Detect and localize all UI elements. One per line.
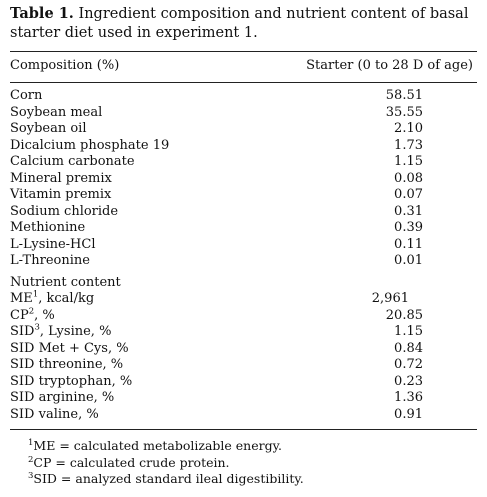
footnote-text: SID = analyzed standard ileal digestibil… — [33, 471, 304, 486]
nutrient-value: 20.85 — [385, 307, 423, 323]
header-composition: Composition (%) — [10, 58, 120, 73]
table-row: Sodium chloride 0.31 — [10, 204, 477, 221]
header-rule — [10, 82, 477, 83]
footnote-marker: 3 — [28, 470, 34, 481]
nutrient-name: SID Met + Cys, % — [10, 341, 320, 358]
ingredient-value: 0.11 — [394, 236, 423, 252]
table-row: SID Met + Cys, % 0.84 — [10, 341, 477, 358]
ingredient-value: 0.08 — [394, 170, 423, 186]
table-row: SID3, Lysine, % 1.15 — [10, 322, 477, 341]
footnote-marker: 1 — [28, 437, 34, 448]
top-rule — [10, 51, 477, 52]
ingredient-value: 0.01 — [394, 253, 423, 268]
footnote: 1ME = calculated metabolizable energy. — [28, 438, 477, 455]
table-row: Mineral premix 0.08 — [10, 171, 477, 188]
nutrient-label: SID valine, % — [10, 406, 99, 422]
nutrient-label: ME — [10, 291, 33, 306]
table-row: SID arginine, % 1.36 — [10, 390, 477, 407]
footnote: 2CP = calculated crude protein. — [28, 455, 477, 472]
table-row: CP2, % 20.85 — [10, 306, 477, 325]
table-caption: Table 1. Ingredient composition and nutr… — [10, 4, 477, 43]
nutrient-name: SID valine, % — [10, 407, 320, 424]
footnote-marker: 2 — [28, 306, 35, 317]
nutrient-name: ME1, kcal/kg — [10, 289, 320, 308]
ingredient-value: 0.31 — [394, 203, 423, 219]
ingredient-name: Soybean meal — [10, 104, 103, 120]
nutrient-name: CP2, % — [10, 306, 320, 325]
footnotes: 1ME = calculated metabolizable energy. 2C… — [10, 430, 477, 488]
ingredient-name: L-Threonine — [10, 253, 90, 268]
table-row: L-Threonine 0.01 — [10, 253, 477, 270]
ingredient-value: 58.51 — [385, 88, 423, 103]
nutrient-label: CP — [10, 307, 29, 323]
nutrient-name: SID3, Lysine, % — [10, 322, 320, 341]
table-row: Methionine 0.39 — [10, 220, 477, 237]
ingredient-value: 0.39 — [394, 220, 423, 235]
nutrient-value: 1.15 — [394, 324, 423, 339]
table-row: SID valine, % 0.91 — [10, 407, 477, 424]
footnote: 3SID = analyzed standard ileal digestibi… — [28, 471, 477, 488]
footnote-marker: 3 — [34, 322, 40, 333]
nutrient-label: SID threonine, % — [10, 357, 124, 372]
nutrient-section-title: Nutrient content — [10, 274, 121, 290]
nutrient-unit: , % — [34, 307, 55, 323]
nutrient-unit: , Lysine, % — [39, 324, 112, 339]
footnote-text: ME = calculated metabolizable energy. — [33, 438, 282, 453]
nutrient-label: SID tryptophan, % — [10, 373, 133, 389]
ingredient-rows: Corn 58.51 Soybean meal 35.55 Soybean oil 2.1… — [10, 88, 477, 270]
table-row: Calcium carbonate 1.15 — [10, 154, 477, 171]
ingredient-name: Mineral premix — [10, 170, 112, 186]
ingredient-name: Sodium chloride — [10, 203, 119, 219]
table-row: Dicalcium phosphate 19 1.73 — [10, 138, 477, 155]
nutrient-name: SID tryptophan, % — [10, 374, 320, 391]
nutrient-label: SID Met + Cys, % — [10, 340, 129, 356]
table-row: SID threonine, % 0.72 — [10, 357, 477, 374]
nutrient-rows: ME1, kcal/kg 2,961 CP2, % 20.85 SID3, Lysine… — [10, 289, 477, 424]
table-row: Corn 58.51 — [10, 88, 477, 105]
ingredient-name: L-Lysine-HCl — [10, 236, 96, 252]
ingredient-name: Calcium carbonate — [10, 154, 135, 169]
ingredient-value: 1.15 — [394, 154, 423, 169]
ingredient-value: 2.10 — [394, 121, 423, 136]
nutrient-label: SID — [10, 324, 35, 339]
header-starter: Starter (0 to 28 D of age) — [306, 58, 473, 73]
ingredient-value: 0.07 — [394, 187, 423, 202]
nutrient-value: 0.72 — [394, 357, 423, 372]
ingredient-name: Dicalcium phosphate 19 — [10, 137, 170, 153]
table-row: Soybean oil 2.10 — [10, 121, 477, 138]
ingredient-name: Methionine — [10, 220, 86, 235]
footnote-marker: 1 — [32, 289, 39, 300]
footnote-marker: 2 — [28, 454, 34, 465]
nutrient-name: SID threonine, % — [10, 357, 320, 374]
nutrient-unit: , kcal/kg — [38, 291, 95, 306]
nutrient-value: 0.91 — [394, 406, 423, 422]
ingredient-name: Soybean oil — [10, 121, 87, 136]
table-row: SID tryptophan, % 0.23 — [10, 374, 477, 391]
table-row: ME1, kcal/kg 2,961 — [10, 289, 477, 308]
table-row: L-Lysine-HCl 0.11 — [10, 237, 477, 254]
ingredient-value: 1.73 — [394, 137, 423, 153]
table-row: Vitamin premix 0.07 — [10, 187, 477, 204]
table-header-row: Composition (%) Starter (0 to 28 D of ag… — [10, 52, 477, 82]
nutrient-value: 0.84 — [394, 340, 423, 356]
nutrient-value: 2,961 — [371, 291, 409, 306]
ingredient-name: Vitamin premix — [10, 187, 112, 202]
nutrient-label: SID arginine, % — [10, 390, 115, 405]
footnote-text: CP = calculated crude protein. — [33, 454, 230, 470]
table-body: Corn 58.51 Soybean meal 35.55 Soybean oil 2.1… — [10, 83, 477, 423]
table-caption-text: Ingredient composition and nutrient cont… — [10, 6, 469, 41]
nutrient-value: 1.36 — [394, 390, 423, 405]
nutrient-name: SID arginine, % — [10, 390, 320, 407]
table-caption-label: Table 1. — [10, 5, 74, 22]
table-row: Soybean meal 35.55 — [10, 105, 477, 122]
ingredient-name: Corn — [10, 88, 43, 103]
ingredient-value: 35.55 — [385, 104, 423, 120]
nutrient-value: 0.23 — [394, 373, 423, 389]
bottom-rule — [10, 429, 477, 430]
